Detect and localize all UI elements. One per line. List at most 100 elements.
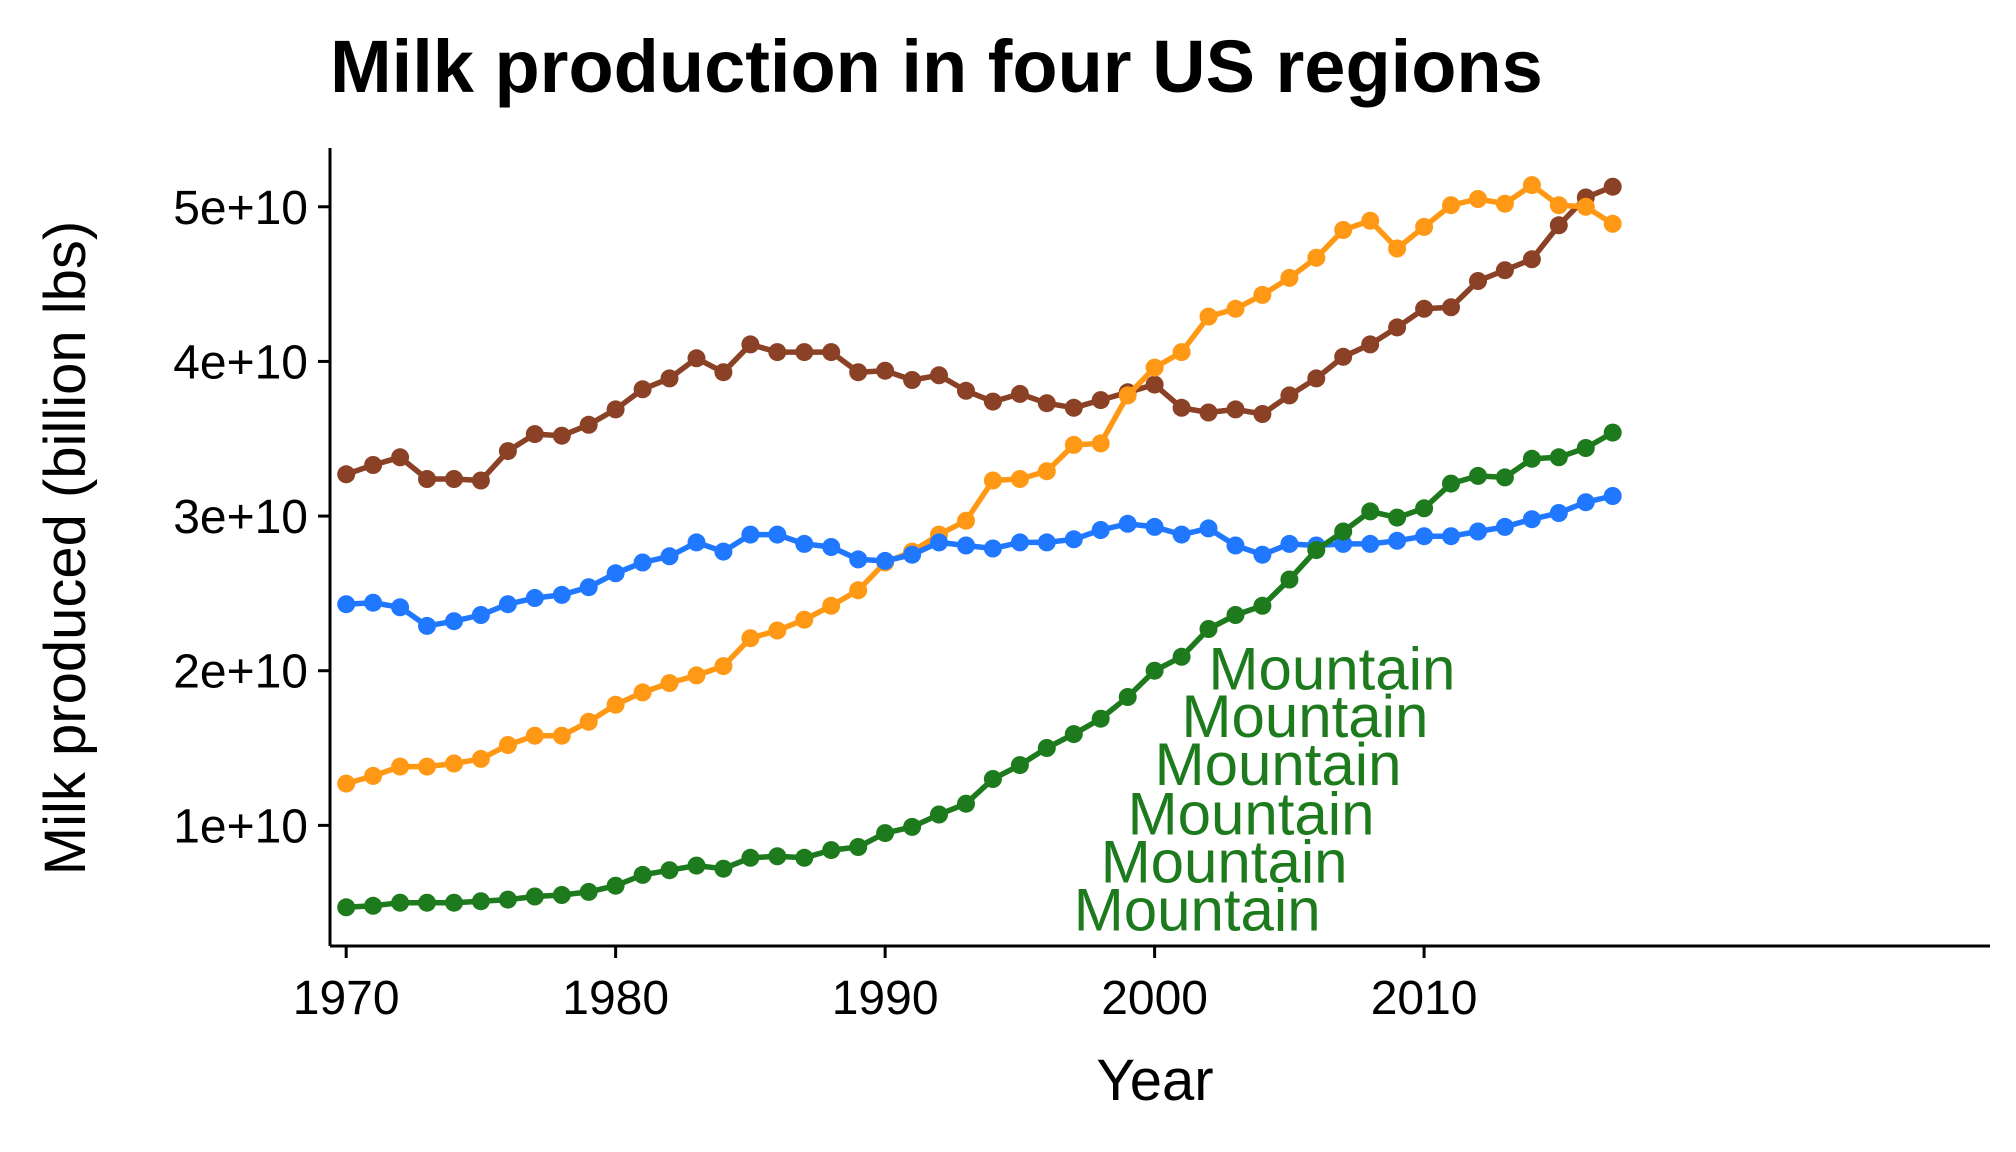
y-tick-label: 3e+10 [173,491,308,544]
data-point [525,726,544,745]
data-point [1064,530,1083,549]
x-tick-label: 1970 [293,972,400,1025]
data-point [876,551,895,570]
data-point [768,343,787,362]
data-point [1388,508,1407,527]
data-point [876,361,895,380]
data-point [983,471,1002,490]
series-2 [337,176,1622,793]
data-point [983,770,1002,788]
data-point [1549,448,1568,467]
data-point [768,525,787,544]
data-point [364,456,383,474]
data-point [579,712,598,731]
data-point [1253,285,1272,304]
data-point [1010,533,1029,552]
data-point [1442,196,1460,215]
plot-area: MountainMountainMountainMountainMountain… [337,176,1622,944]
data-point [445,612,463,631]
axes: 1970 1980 1990 2000 2010 1e+10 2e+10 3e+10 4e+1… [173,148,1990,1025]
data-point [1361,502,1380,521]
data-point [741,848,760,867]
data-point [1469,190,1487,208]
data-point [364,593,383,612]
data-point [1172,398,1191,417]
data-point [418,757,436,776]
data-point [1469,522,1487,541]
data-point [606,564,625,583]
data-point [498,890,517,909]
annotation-label: Mountain [1074,877,1321,944]
data-point [1603,423,1622,442]
data-point [498,736,517,754]
data-point [337,465,356,484]
annotation-label: Mountain [1182,683,1429,750]
data-point [1037,533,1056,552]
x-tick-label: 1980 [562,972,669,1025]
data-point [1442,527,1460,546]
data-point [418,470,436,488]
data-point [1361,335,1380,354]
data-point [445,754,463,773]
data-point [1037,462,1056,481]
x-tick-label: 2000 [1101,972,1208,1025]
data-point [337,774,356,793]
chart-title: Milk production in four US regions [330,25,1543,108]
data-point [1334,534,1353,553]
data-point [1442,298,1460,317]
data-point [1361,534,1380,553]
data-point [606,400,625,419]
data-point [525,425,544,444]
data-point [957,794,975,813]
data-point [660,861,679,880]
y-tick-label: 4e+10 [173,336,308,389]
series-1 [337,177,1622,490]
data-point [1064,725,1083,744]
data-point [1226,299,1245,318]
x-ticks: 1970 1980 1990 2000 2010 [293,946,1478,1025]
data-point [983,392,1002,411]
x-tick-label: 1990 [832,972,939,1025]
data-point [957,536,975,555]
data-point [1253,405,1272,423]
data-point [714,657,733,676]
y-tick-label: 2e+10 [173,646,308,699]
data-point [1118,688,1137,706]
data-point [1280,534,1299,553]
data-point [849,838,868,856]
data-point [741,629,760,648]
data-point [1226,536,1245,555]
data-point [1334,522,1353,541]
data-point [1280,570,1299,589]
y-tick-label: 1e+10 [173,800,308,853]
x-tick-label: 2010 [1371,972,1478,1025]
data-point [741,335,760,354]
data-point [1199,620,1218,638]
data-point [1415,527,1434,546]
data-point [1388,318,1407,337]
data-point [633,865,652,884]
data-point [1307,369,1326,388]
data-point [930,805,948,824]
data-point [957,511,975,530]
data-point [1307,541,1326,560]
data-point [364,896,383,915]
data-point [768,621,787,640]
data-point [525,887,544,906]
data-point [660,674,679,693]
y-axis-title: Milk produced (billion lbs) [33,221,98,875]
data-point [930,366,948,385]
data-point [660,369,679,388]
annotation-label: Mountain [1101,829,1348,896]
data-point [579,882,598,901]
data-point [552,726,571,745]
data-point [445,470,463,488]
data-point [579,578,598,597]
y-tick-label: 5e+10 [173,182,308,235]
data-point [1064,398,1083,417]
data-point [471,749,490,768]
data-point [795,534,814,553]
data-point [633,683,652,702]
data-point [1199,307,1218,326]
data-point [1522,510,1541,529]
